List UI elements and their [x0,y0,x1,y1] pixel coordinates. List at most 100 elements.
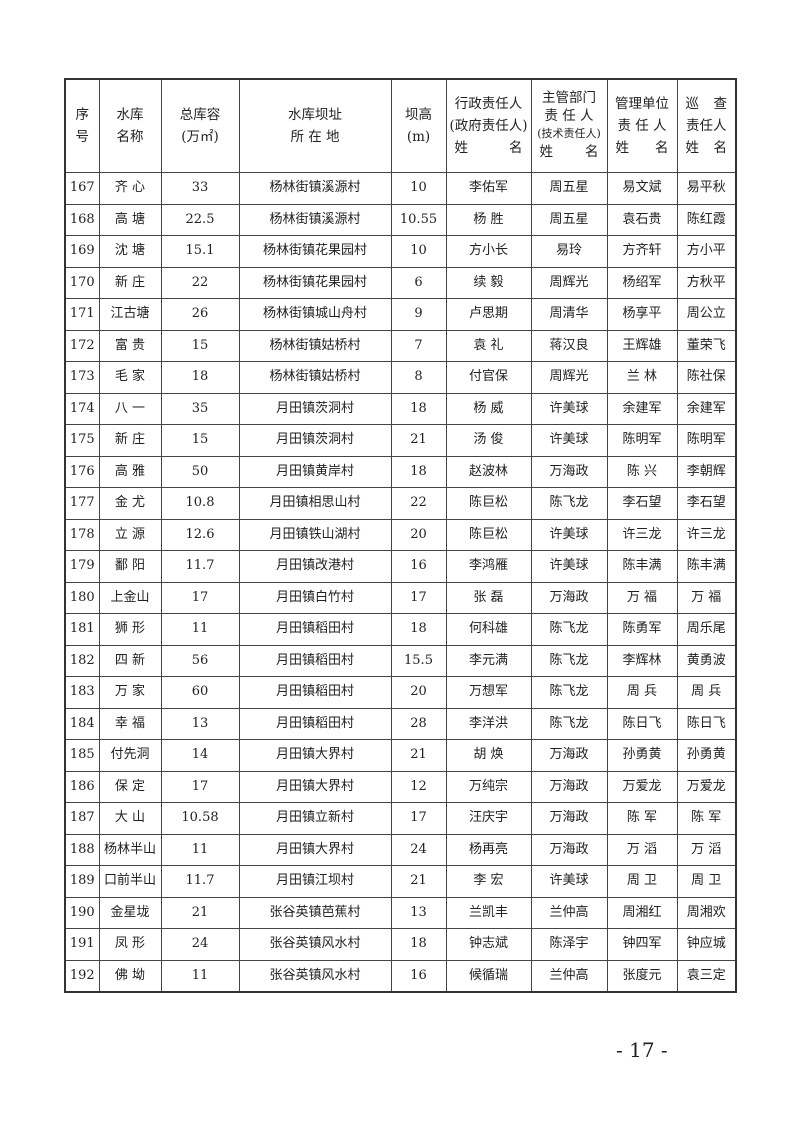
cell-location: 月田镇铁山湖村 [238,518,392,551]
table-row: 187 大 山 10.58 月田镇立新村 17 汪庆宇 万海政陈 军陈 军 [64,802,737,835]
cell-admin-person: 汤 俊 [445,424,532,457]
cell-admin-person: 李元满 [445,644,532,677]
cell-seq: 169 [64,235,100,268]
cell-mgmt-person: 杨享平 [606,298,678,331]
cell-height: 12 [390,770,447,803]
cell-name: 杨林半山 [98,833,162,866]
cell-mgmt-person: 孙勇黄 [606,739,678,772]
cell-admin-person: 兰凯丰 [445,896,532,929]
cell-seq: 181 [64,613,100,646]
cell-mgmt-person: 周 兵 [606,676,678,709]
cell-patrol-person: 许三龙 [676,518,737,551]
cell-location: 月田镇改港村 [238,550,392,583]
cell-capacity: 10.58 [160,802,240,835]
cell-location: 张谷英镇风水村 [238,959,392,993]
cell-location: 月田镇大界村 [238,833,392,866]
cell-location: 月田镇江坝村 [238,865,392,898]
cell-capacity: 11.7 [160,550,240,583]
table-body: 167 齐 心 33 杨林街镇溪源村 10 李佑军 周五星 易文斌 易平秋 168 高 塘 22.5 杨… [64,172,737,993]
cell-name: 金星垅 [98,896,162,929]
cell-patrol-person: 陈明军 [676,424,737,457]
cell-location: 杨林街镇姑桥村 [238,361,392,394]
cell-capacity: 26 [160,298,240,331]
cell-admin-person: 万纯宗 [445,770,532,803]
cell-location: 杨林街镇溪源村 [238,172,392,205]
header-name: 水库 名称 [98,78,162,173]
cell-name: 新 庄 [98,424,162,457]
cell-name: 鄱 阳 [98,550,162,583]
cell-admin-person: 李鸿雁 [445,550,532,583]
cell-height: 28 [390,707,447,740]
cell-location: 杨林街镇溪源村 [238,203,392,236]
table-row: 178 立 源 12.6 月田镇铁山湖村 20 陈巨松 许美球 许三龙 许三龙 [64,518,737,551]
table-row: 175 新 庄 15 月田镇茨洞村 21 汤 俊许美球 陈明军 陈明军 [64,424,737,457]
table-row: 192 佛 坳 11 张谷英镇风水村 16 候循瑞 兰仲高 张度元 袁三定 [64,959,737,993]
cell-dept-person: 陈飞龙 [530,707,608,740]
cell-name: 江古塘 [98,298,162,331]
cell-seq: 180 [64,581,100,614]
cell-seq: 171 [64,298,100,331]
cell-mgmt-person: 陈日飞 [606,707,678,740]
cell-seq: 182 [64,644,100,677]
cell-seq: 172 [64,329,100,362]
cell-location: 月田镇白竹村 [238,581,392,614]
cell-seq: 176 [64,455,100,488]
cell-height: 16 [390,550,447,583]
table-row: 174 八 一 35 月田镇茨洞村 18 杨 威许美球 余建军 余建军 [64,392,737,425]
cell-patrol-person: 周公立 [676,298,737,331]
cell-name: 幸 福 [98,707,162,740]
cell-location: 月田镇稻田村 [238,644,392,677]
cell-name: 付先洞 [98,739,162,772]
table-row: 179 鄱 阳 11.7 月田镇改港村 16 李鸿雁 许美球 陈丰满 陈丰满 [64,550,737,583]
cell-dept-person: 蒋汉良 [530,329,608,362]
cell-admin-person: 钟志斌 [445,928,532,961]
cell-patrol-person: 万 福 [676,581,737,614]
cell-admin-person: 杨 威 [445,392,532,425]
cell-mgmt-person: 万爱龙 [606,770,678,803]
cell-seq: 174 [64,392,100,425]
cell-seq: 177 [64,487,100,520]
cell-capacity: 13 [160,707,240,740]
cell-patrol-person: 陈日飞 [676,707,737,740]
cell-height: 9 [390,298,447,331]
cell-height: 8 [390,361,447,394]
cell-mgmt-person: 方齐轩 [606,235,678,268]
cell-height: 13 [390,896,447,929]
cell-admin-person: 陈巨松 [445,487,532,520]
table-row: 173 毛 家 18 杨林街镇姑桥村 8 付官保 周辉光兰 林陈社保 [64,361,737,394]
cell-patrol-person: 董荣飞 [676,329,737,362]
cell-admin-person: 胡 焕 [445,739,532,772]
cell-name: 万 家 [98,676,162,709]
cell-height: 18 [390,455,447,488]
cell-height: 16 [390,959,447,993]
cell-height: 10.55 [390,203,447,236]
cell-admin-person: 李洋洪 [445,707,532,740]
cell-height: 24 [390,833,447,866]
cell-height: 15.5 [390,644,447,677]
cell-mgmt-person: 钟四军 [606,928,678,961]
cell-name: 齐 心 [98,172,162,205]
cell-mgmt-person: 万 滔 [606,833,678,866]
cell-capacity: 33 [160,172,240,205]
cell-dept-person: 万海政 [530,802,608,835]
cell-dept-person: 万海政 [530,581,608,614]
reservoir-responsibility-table: 序号 水库 名称 总库容 (万㎡) 水库坝址所 在 地 坝高 (m) 行政责任人 (政府… [64,78,737,993]
cell-dept-person: 许美球 [530,424,608,457]
cell-height: 17 [390,802,447,835]
cell-location: 杨林街镇姑桥村 [238,329,392,362]
cell-dept-person: 周五星 [530,203,608,236]
table-row: 180 上金山 17 月田镇白竹村 17 张 磊万海政万 福万 福 [64,581,737,614]
cell-patrol-person: 万爱龙 [676,770,737,803]
cell-dept-person: 陈飞龙 [530,613,608,646]
cell-name: 大 山 [98,802,162,835]
cell-patrol-person: 周湘欢 [676,896,737,929]
cell-patrol-person: 陈丰满 [676,550,737,583]
header-row: 序号 水库 名称 总库容 (万㎡) 水库坝址所 在 地 坝高 (m) 行政责任人 (政府… [64,78,737,173]
cell-height: 10 [390,172,447,205]
cell-mgmt-person: 余建军 [606,392,678,425]
cell-patrol-person: 周 卫 [676,865,737,898]
table-row: 172 富 贵 15 杨林街镇姑桥村 7 袁 礼蒋汉良 王辉雄 董荣飞 [64,329,737,362]
cell-mgmt-person: 张度元 [606,959,678,993]
cell-location: 杨林街镇城山舟村 [238,298,392,331]
cell-capacity: 12.6 [160,518,240,551]
